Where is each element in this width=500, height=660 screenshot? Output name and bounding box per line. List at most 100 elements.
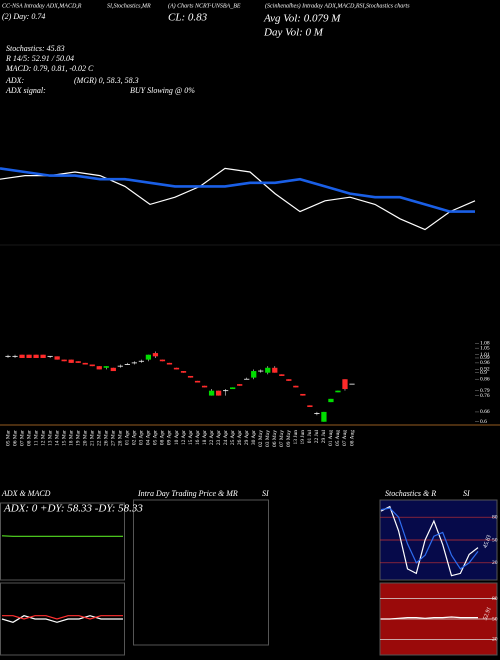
series-line bbox=[1, 615, 123, 623]
x-tick-label: 05 Aug bbox=[335, 430, 341, 446]
candle-body bbox=[82, 362, 88, 365]
candle-body bbox=[166, 362, 173, 365]
candle-body bbox=[152, 353, 159, 357]
panel-title: Stochastics & R bbox=[385, 489, 436, 498]
y-tick-label: 50 bbox=[492, 537, 498, 543]
x-tick-label: 07 May bbox=[279, 430, 285, 447]
series-line bbox=[1, 535, 123, 537]
candle-body bbox=[208, 390, 215, 396]
x-tick-label: 03 May bbox=[265, 430, 271, 447]
candle-body bbox=[26, 354, 32, 358]
y-tick-label: 0.76 bbox=[480, 393, 490, 399]
x-tick-label: 07 Aug bbox=[342, 430, 348, 446]
panel-title: SI bbox=[262, 489, 269, 498]
candle-body bbox=[328, 398, 334, 403]
candle-body bbox=[272, 367, 278, 373]
series-line bbox=[380, 507, 479, 570]
x-tick-label: 27 Mar bbox=[111, 430, 117, 446]
y-tick-label: 0.6 bbox=[480, 419, 487, 425]
x-tick-label: 05 Mar bbox=[5, 430, 11, 446]
panel-title: Intra Day Trading Price & MR bbox=[137, 489, 238, 498]
x-tick-label: 11 Mar bbox=[33, 430, 39, 446]
candle-body bbox=[265, 367, 271, 373]
x-tick-label: 25 Apr bbox=[230, 430, 236, 445]
candle-body bbox=[279, 374, 285, 376]
candle-body bbox=[180, 371, 187, 373]
candle-body bbox=[173, 367, 180, 370]
candle-body bbox=[286, 379, 292, 381]
signal-label: ADX signal: bbox=[5, 86, 46, 95]
x-tick-label: 03 Apr bbox=[139, 430, 145, 445]
candle-body bbox=[230, 387, 236, 390]
x-tick-label: 23 Apr bbox=[216, 430, 222, 445]
y-tick-label: 0.96 bbox=[480, 360, 490, 366]
x-tick-label: 29 Jul bbox=[321, 430, 327, 444]
y-tick-label: 0.79 bbox=[480, 388, 490, 394]
x-tick-label: 01 Jul bbox=[307, 430, 313, 444]
y-tick-label: 0.86 bbox=[480, 376, 490, 382]
macd-info: MACD: 0.79, 0.81, -0.02 C bbox=[5, 64, 94, 73]
y-tick-label: 1.08 bbox=[480, 341, 490, 347]
x-tick-label: 01 Aug bbox=[328, 430, 334, 446]
candle-body bbox=[187, 375, 194, 378]
panel-title: SI bbox=[463, 489, 470, 498]
x-tick-label: 24 Apr bbox=[223, 430, 229, 445]
signal-info: BUY Slowing @ 0% bbox=[130, 86, 195, 95]
x-tick-label: 08 Aug bbox=[349, 430, 355, 446]
candle-body bbox=[89, 364, 95, 367]
candle-body bbox=[194, 380, 201, 383]
x-tick-label: 19 Jun bbox=[300, 430, 306, 445]
x-tick-label: 02 May bbox=[258, 430, 264, 447]
x-tick-label: 06 May bbox=[272, 430, 278, 447]
y-tick-label: 0.99 bbox=[480, 355, 490, 361]
x-tick-label: 12 Mar bbox=[40, 430, 46, 446]
y-tick-label: 80 bbox=[492, 596, 498, 602]
series-line bbox=[381, 616, 478, 620]
candle-body bbox=[321, 411, 327, 422]
annotation: 45.83 bbox=[482, 534, 493, 549]
x-tick-label: 18 Apr bbox=[202, 430, 208, 445]
candle-body bbox=[342, 379, 348, 390]
x-tick-label: 16 Apr bbox=[195, 430, 201, 445]
rsi-info: R 14/5: 52.91 / 50.04 bbox=[5, 54, 74, 63]
x-tick-label: 15 Mar bbox=[61, 430, 67, 446]
header-text: CC-NSA Intraday ADX,MACD,R bbox=[2, 3, 82, 9]
day-price: (2) Day: 0.74 bbox=[2, 12, 45, 21]
x-tick-label: 05 Apr bbox=[153, 430, 159, 445]
y-tick-label: 0.9 bbox=[480, 370, 487, 376]
header-text: (A) Charts NCRT-UNSBA_BE bbox=[168, 2, 241, 9]
candle-body bbox=[33, 354, 39, 358]
candle-body bbox=[103, 366, 109, 368]
y-tick-label: 20 bbox=[492, 560, 498, 566]
avg-volume: Avg Vol: 0.079 M bbox=[263, 13, 341, 25]
x-tick-label: 20 Mar bbox=[82, 430, 88, 446]
x-tick-label: 22 Mar bbox=[97, 430, 103, 446]
x-tick-label: 21 Mar bbox=[90, 430, 96, 446]
y-tick-label: 80 bbox=[492, 514, 498, 520]
x-tick-label: 22 Jul bbox=[314, 430, 320, 444]
y-tick-label: 20 bbox=[492, 637, 498, 643]
candle-body bbox=[237, 384, 243, 386]
candle-body bbox=[40, 354, 46, 358]
candle-body bbox=[145, 354, 152, 360]
adx-info: (MGR) 0, 58.3, 58.3 bbox=[74, 76, 139, 85]
x-tick-label: 29 Apr bbox=[244, 430, 250, 445]
panel-title: ADX & MACD bbox=[1, 489, 51, 498]
annotation: ADX: 0 +DY: 58.33 -DY: 58.33 bbox=[3, 503, 143, 515]
candle-body bbox=[54, 356, 60, 360]
series-line bbox=[0, 167, 476, 231]
candle-body bbox=[19, 354, 25, 358]
series-line bbox=[380, 505, 479, 577]
header-text: (Scinhenalhes) Intraday ADX,MACD,RSI,Sto… bbox=[265, 2, 410, 9]
y-tick-label: 50 bbox=[492, 616, 498, 622]
x-tick-label: 22 Apr bbox=[209, 430, 215, 445]
x-tick-label: 12 Apr bbox=[181, 430, 187, 445]
x-tick-label: 18 Mar bbox=[68, 430, 74, 446]
x-tick-label: 30 Apr bbox=[251, 430, 257, 445]
x-tick-label: 13 Jun bbox=[293, 430, 299, 445]
x-tick-label: 14 Mar bbox=[54, 430, 60, 446]
x-tick-label: 09 May bbox=[286, 430, 292, 447]
adx-label: ADX: bbox=[5, 76, 25, 85]
candle-body bbox=[75, 361, 81, 363]
